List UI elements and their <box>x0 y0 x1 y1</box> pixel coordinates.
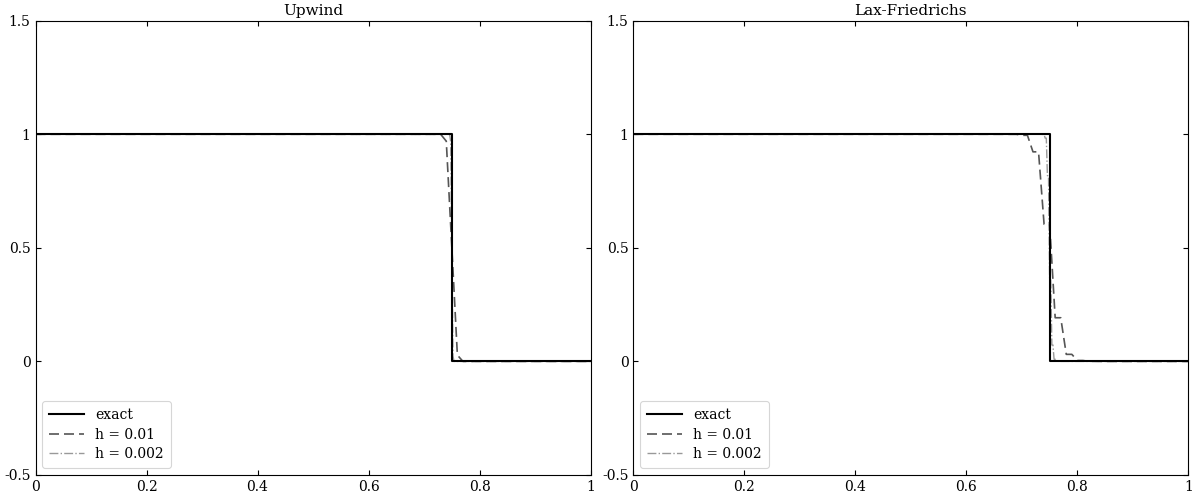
h = 0.01 <box>1181 359 1196 365</box>
h = 0.002 <box>189 131 203 137</box>
h = 0.002 <box>29 131 43 137</box>
h = 0.01 <box>284 131 298 137</box>
Line: h = 0.01: h = 0.01 <box>633 134 1189 362</box>
exact <box>444 359 458 365</box>
h = 0.002 <box>166 131 181 137</box>
h = 0.01 <box>478 359 492 365</box>
Line: h = 0.01: h = 0.01 <box>36 134 590 362</box>
Line: h = 0.002: h = 0.002 <box>36 134 590 362</box>
h = 0.002 <box>490 359 504 365</box>
h = 0.01 <box>29 131 43 137</box>
h = 0.01 <box>666 131 680 137</box>
h = 0.002 <box>451 359 466 365</box>
h = 0.002 <box>788 131 802 137</box>
exact <box>583 359 597 365</box>
exact <box>444 131 458 137</box>
h = 0.01 <box>361 131 376 137</box>
exact <box>1043 359 1057 365</box>
Title: Upwind: Upwind <box>282 4 344 18</box>
h = 0.01 <box>583 359 597 365</box>
h = 0.01 <box>1043 221 1057 227</box>
exact <box>1181 359 1196 365</box>
exact <box>29 131 43 137</box>
Line: h = 0.002: h = 0.002 <box>633 134 1189 362</box>
h = 0.01 <box>626 131 640 137</box>
h = 0.01 <box>881 131 895 137</box>
h = 0.002 <box>764 131 778 137</box>
h = 0.01 <box>765 131 779 137</box>
Legend: exact, h = 0.01, h = 0.002: exact, h = 0.01, h = 0.002 <box>640 401 768 468</box>
Line: exact: exact <box>633 134 1189 362</box>
h = 0.01 <box>1015 132 1029 138</box>
h = 0.01 <box>959 131 973 137</box>
h = 0.002 <box>828 131 843 137</box>
h = 0.01 <box>67 131 81 137</box>
h = 0.002 <box>583 359 597 365</box>
h = 0.002 <box>990 131 1004 137</box>
h = 0.002 <box>1181 359 1196 365</box>
h = 0.002 <box>393 131 407 137</box>
h = 0.01 <box>444 245 458 250</box>
h = 0.01 <box>417 131 431 137</box>
exact <box>1043 131 1057 137</box>
h = 0.002 <box>984 131 998 137</box>
Title: Lax-Friedrichs: Lax-Friedrichs <box>855 4 967 18</box>
h = 0.002 <box>385 131 400 137</box>
Legend: exact, h = 0.01, h = 0.002: exact, h = 0.01, h = 0.002 <box>42 401 171 468</box>
Line: exact: exact <box>36 134 590 362</box>
h = 0.01 <box>168 131 182 137</box>
h = 0.002 <box>626 131 640 137</box>
exact <box>626 131 640 137</box>
h = 0.002 <box>230 131 244 137</box>
h = 0.002 <box>1086 359 1100 365</box>
